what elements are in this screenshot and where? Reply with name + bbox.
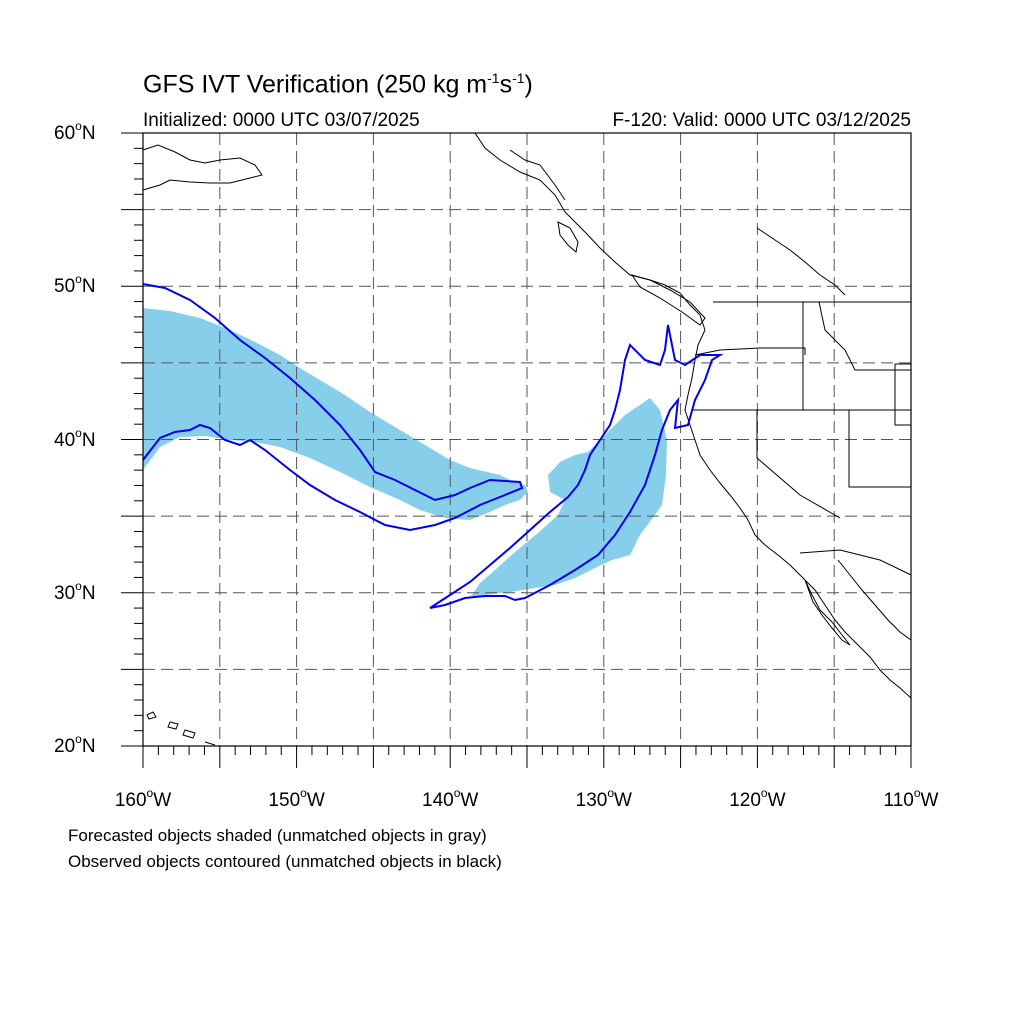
lat-label-30: 30oN: [54, 578, 96, 604]
queen-charlotte-islands: [557, 221, 579, 253]
hawaii-islands: [146, 711, 216, 746]
lat-label-40: 40oN: [54, 425, 96, 451]
init-time: Initialized: 0000 UTC 03/07/2025: [143, 110, 420, 131]
canada-us-coast-west: [509, 149, 566, 201]
alaska-panhandle-coast: [474, 132, 706, 331]
montana-border: [818, 301, 911, 371]
observed-object-west: [142, 283, 524, 532]
lon-label-120: 120oW: [729, 786, 786, 811]
nevada-utah-border: [848, 410, 911, 488]
wyoming-border: [894, 363, 911, 426]
lat-lon-grid: [143, 133, 911, 746]
bc-interior-coast: [756, 227, 846, 296]
baja-peninsula: [804, 579, 851, 646]
lat-label-60: 60oN: [54, 119, 96, 144]
lat-label-50: 50oN: [54, 272, 96, 298]
forecast-objects: [143, 308, 667, 598]
vancouver-island: [630, 274, 706, 326]
nevada-california-border: [756, 410, 841, 519]
coastlines-and-borders: [142, 132, 912, 746]
lon-label-150: 150oW: [268, 786, 325, 811]
forecast-note: Forecasted objects shaded (unmatched obj…: [68, 826, 487, 845]
forecast-object-east: [470, 398, 667, 598]
us-west-coast: [684, 329, 912, 699]
axis-ticks: [121, 132, 912, 768]
lon-label-140: 140oW: [422, 786, 479, 811]
mexico-border: [799, 549, 912, 576]
washington-oregon-border: [694, 347, 806, 356]
lat-label-20: 20oN: [54, 732, 96, 757]
alaska-coast: [142, 144, 263, 191]
observed-objects: [142, 283, 724, 609]
valid-time: F-120: Valid: 0000 UTC 03/12/2025: [612, 110, 911, 131]
observed-object-east: [429, 324, 724, 609]
lon-label-110: 110oW: [883, 786, 939, 811]
gulf-of-california-east: [837, 559, 912, 641]
lon-label-130: 130oW: [575, 786, 632, 811]
observed-note: Observed objects contoured (unmatched ob…: [68, 852, 502, 871]
lon-label-160: 160oW: [114, 786, 172, 811]
forecast-object-west: [143, 308, 528, 520]
page-title: GFS IVT Verification (250 kg m-1s-1): [143, 70, 533, 99]
